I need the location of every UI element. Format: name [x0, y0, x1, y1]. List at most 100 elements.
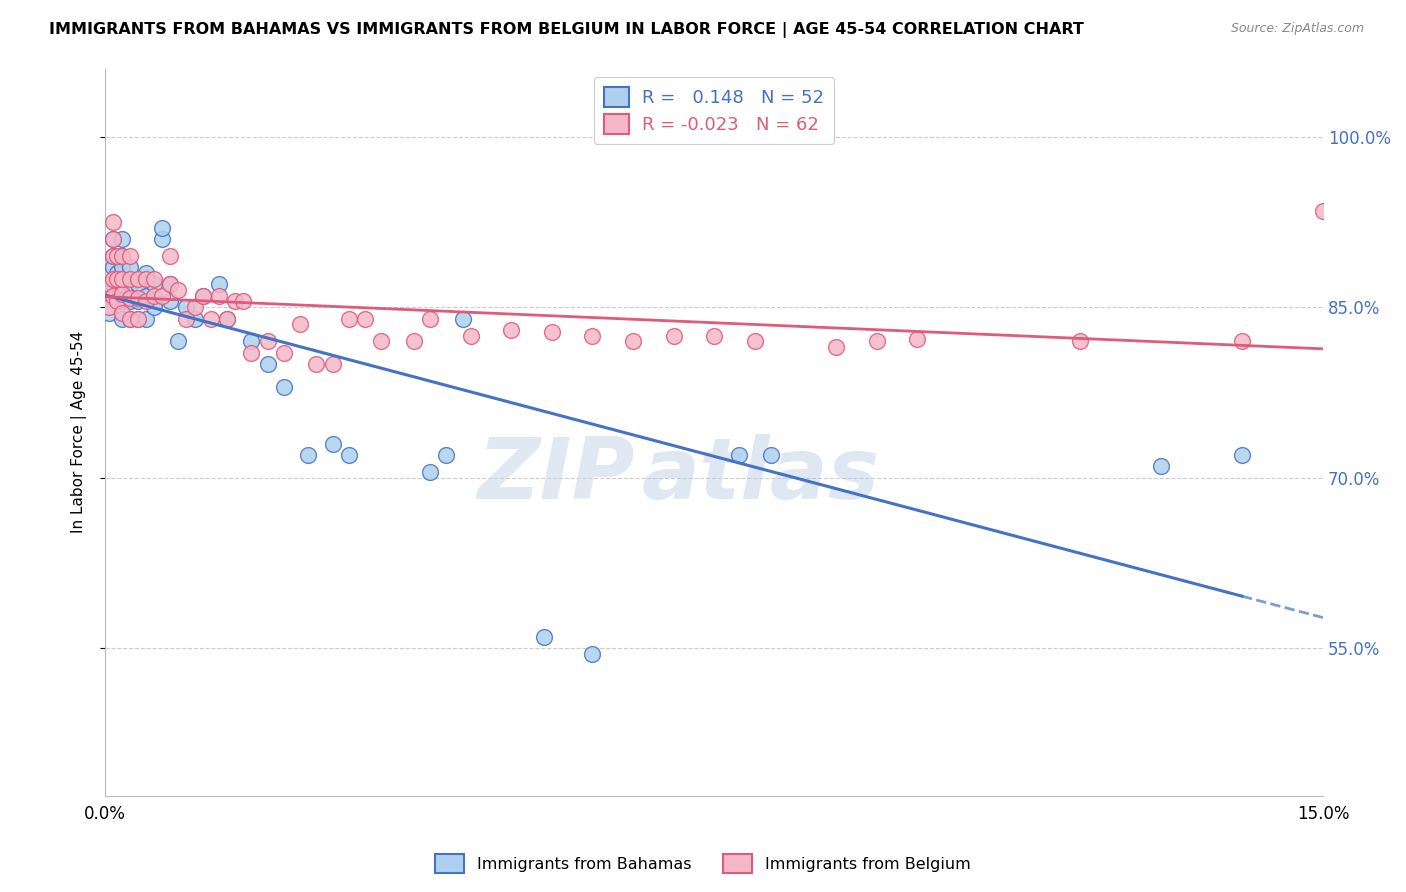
Point: [581, 647, 603, 661]
Point: [273, 345, 295, 359]
Point: [322, 436, 344, 450]
Legend: R =   0.148   N = 52, R = -0.023   N = 62: R = 0.148 N = 52, R = -0.023 N = 62: [595, 77, 834, 145]
Point: [127, 271, 149, 285]
Point: [191, 289, 214, 303]
Point: [103, 232, 125, 246]
Point: [127, 311, 149, 326]
Point: [150, 232, 173, 246]
Point: [167, 334, 190, 349]
Point: [759, 448, 782, 462]
Point: [232, 294, 254, 309]
Text: atlas: atlas: [641, 434, 879, 517]
Point: [110, 260, 132, 275]
Point: [150, 289, 173, 303]
Point: [419, 465, 441, 479]
Point: [159, 294, 181, 309]
Point: [621, 334, 644, 349]
Point: [825, 340, 848, 354]
Point: [183, 300, 205, 314]
Point: [127, 277, 149, 292]
Point: [200, 311, 222, 326]
Point: [127, 311, 149, 326]
Point: [703, 328, 725, 343]
Point: [143, 300, 166, 314]
Point: [183, 311, 205, 326]
Point: [135, 271, 157, 285]
Point: [176, 300, 198, 314]
Point: [110, 249, 132, 263]
Point: [905, 332, 928, 346]
Point: [159, 249, 181, 263]
Point: [256, 334, 278, 349]
Point: [127, 291, 149, 305]
Point: [103, 249, 125, 263]
Point: [159, 277, 181, 292]
Point: [305, 357, 328, 371]
Point: [110, 232, 132, 246]
Point: [110, 294, 132, 309]
Point: [110, 277, 132, 292]
Point: [533, 630, 555, 644]
Point: [107, 277, 129, 292]
Point: [118, 260, 141, 275]
Point: [98, 306, 121, 320]
Point: [191, 289, 214, 303]
Point: [1230, 334, 1253, 349]
Point: [135, 311, 157, 326]
Point: [1230, 448, 1253, 462]
Point: [103, 215, 125, 229]
Point: [110, 271, 132, 285]
Point: [159, 277, 181, 292]
Point: [107, 294, 129, 309]
Point: [451, 311, 474, 326]
Point: [727, 448, 749, 462]
Point: [224, 294, 246, 309]
Point: [662, 328, 685, 343]
Point: [217, 311, 239, 326]
Point: [540, 325, 562, 339]
Point: [118, 249, 141, 263]
Point: [322, 357, 344, 371]
Point: [419, 311, 441, 326]
Point: [110, 286, 132, 301]
Point: [118, 294, 141, 309]
Point: [501, 323, 523, 337]
Point: [118, 311, 141, 326]
Point: [240, 345, 263, 359]
Point: [434, 448, 457, 462]
Point: [127, 294, 149, 309]
Point: [354, 311, 377, 326]
Point: [118, 277, 141, 292]
Point: [288, 317, 311, 331]
Text: Source: ZipAtlas.com: Source: ZipAtlas.com: [1230, 22, 1364, 36]
Point: [135, 294, 157, 309]
Point: [110, 249, 132, 263]
Point: [581, 328, 603, 343]
Point: [1069, 334, 1091, 349]
Point: [240, 334, 263, 349]
Point: [143, 277, 166, 292]
Legend: Immigrants from Bahamas, Immigrants from Belgium: Immigrants from Bahamas, Immigrants from…: [429, 847, 977, 880]
Point: [103, 260, 125, 275]
Point: [107, 249, 129, 263]
Point: [865, 334, 887, 349]
Point: [107, 294, 129, 309]
Point: [337, 311, 360, 326]
Point: [118, 271, 141, 285]
Point: [118, 311, 141, 326]
Point: [143, 289, 166, 303]
Point: [118, 291, 141, 305]
Y-axis label: In Labor Force | Age 45-54: In Labor Force | Age 45-54: [72, 331, 87, 533]
Point: [1312, 203, 1334, 218]
Point: [135, 266, 157, 280]
Point: [744, 334, 766, 349]
Point: [103, 289, 125, 303]
Point: [103, 277, 125, 292]
Point: [256, 357, 278, 371]
Point: [103, 271, 125, 285]
Point: [135, 289, 157, 303]
Point: [167, 283, 190, 297]
Point: [1150, 459, 1173, 474]
Point: [273, 380, 295, 394]
Point: [370, 334, 392, 349]
